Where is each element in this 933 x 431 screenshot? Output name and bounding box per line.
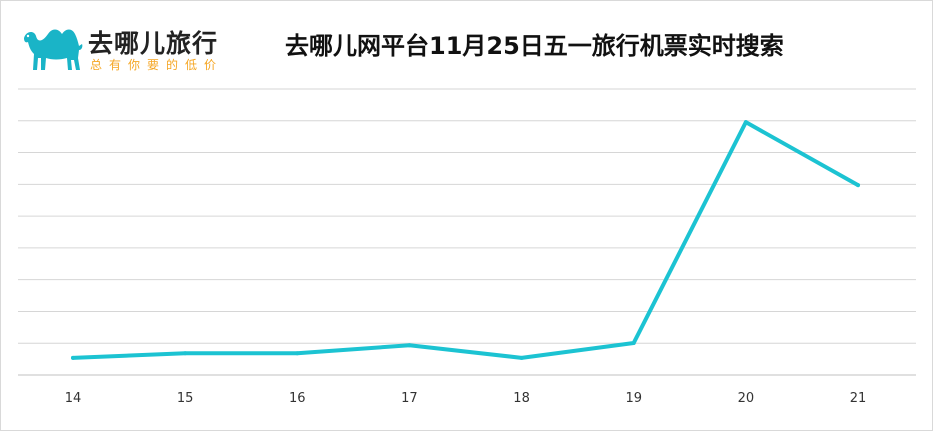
- chart-grid: [18, 88, 916, 376]
- chart-series: [71, 120, 860, 360]
- x-tick-label: 16: [289, 391, 306, 406]
- data-point: [183, 351, 188, 356]
- x-tick-label: 15: [177, 391, 194, 406]
- x-tick-label: 14: [65, 391, 82, 406]
- data-point: [407, 343, 412, 348]
- data-point: [519, 355, 524, 360]
- x-tick-label: 19: [625, 391, 642, 406]
- x-tick-label: 21: [850, 391, 867, 406]
- data-point: [631, 340, 636, 345]
- data-point: [856, 183, 860, 188]
- x-tick-label: 20: [738, 391, 755, 406]
- x-tick-label: 17: [401, 391, 418, 406]
- x-tick-label: 18: [513, 391, 530, 406]
- data-point: [71, 355, 75, 360]
- brand-name: 去哪儿旅行: [88, 29, 219, 58]
- series-line: [71, 120, 860, 360]
- data-point: [295, 351, 300, 356]
- chart-title: 去哪儿网平台11月25日五一旅行机票实时搜索: [285, 32, 784, 60]
- x-axis-ticks: 14 15 16 17 18 19 20 21: [65, 391, 867, 406]
- brand-logo: 去哪儿旅行 总有你要的低价: [20, 22, 240, 74]
- data-point: [743, 120, 748, 125]
- brand-slogan: 总有你要的低价: [90, 58, 224, 72]
- camel-icon: [24, 29, 83, 70]
